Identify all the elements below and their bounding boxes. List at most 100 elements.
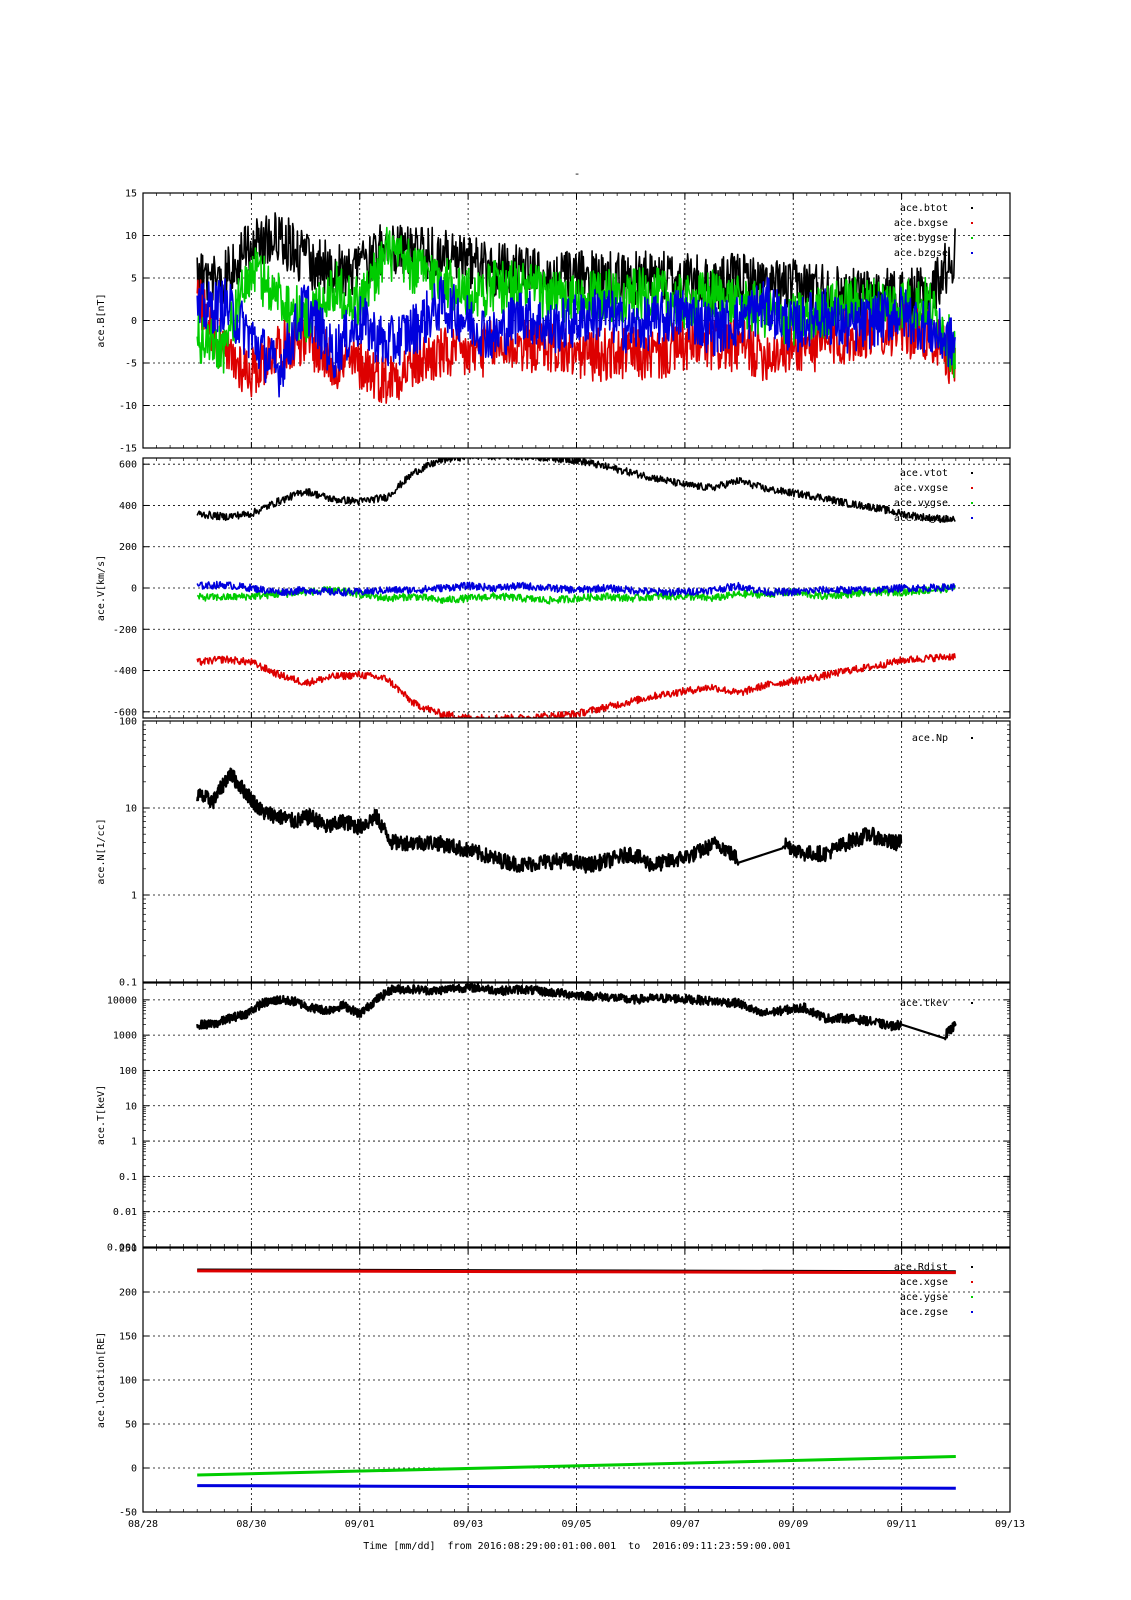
panels: -15-10-5051015ace.B[nT]ace.btotace.bxgse… bbox=[96, 189, 1011, 1519]
legend-label: ace.vxgse bbox=[894, 483, 948, 494]
figure-title: - bbox=[574, 167, 581, 180]
series-line bbox=[197, 1269, 956, 1275]
x-tick-label: 09/03 bbox=[453, 1519, 483, 1530]
series-trace bbox=[196, 276, 956, 398]
panel-4: 0.001 0.01 0.1 1 10 100 1000 10000 ace.T[keV] ace… bbox=[96, 982, 1011, 1254]
plot-frame bbox=[142, 457, 1011, 719]
y-tick-label: 200 bbox=[119, 1288, 137, 1299]
legend-label: ace.tkev bbox=[900, 998, 948, 1009]
legend-label: ace.btot bbox=[900, 203, 948, 214]
legend-marker bbox=[971, 737, 973, 739]
series-ace-vtot bbox=[196, 458, 956, 524]
legend-marker bbox=[971, 502, 973, 504]
series-ace-ygse bbox=[197, 1455, 956, 1477]
y-tick-label: -200 bbox=[113, 625, 137, 636]
y-tick-label: -400 bbox=[113, 666, 137, 677]
legend-marker bbox=[971, 487, 973, 489]
legend-label: ace.vygse bbox=[894, 498, 948, 509]
series-line bbox=[197, 1455, 956, 1477]
series-ace-tkev bbox=[196, 983, 957, 1041]
series-trace bbox=[196, 767, 903, 874]
x-tick-label: 09/01 bbox=[345, 1519, 375, 1530]
series-ace-vxgse bbox=[196, 653, 956, 718]
y-axis-label: ace.T[keV] bbox=[96, 1085, 107, 1145]
x-tick-label: 09/05 bbox=[561, 1519, 591, 1530]
y-axis-label: ace.B[nT] bbox=[96, 293, 107, 347]
y-tick-label: 0.01 bbox=[113, 1207, 137, 1218]
y-tick-label: 250 bbox=[119, 1244, 137, 1255]
y-tick-label: -10 bbox=[119, 401, 137, 412]
y-tick-label: -600 bbox=[113, 707, 137, 718]
legend-label: ace.bxgse bbox=[894, 218, 948, 229]
series-trace bbox=[196, 279, 956, 404]
series-ace-zgse bbox=[197, 1484, 956, 1490]
y-axis-label: ace.N[1/cc] bbox=[96, 818, 107, 884]
plot-frame bbox=[142, 720, 1011, 983]
x-tick-label: 08/30 bbox=[236, 1519, 266, 1530]
data-area bbox=[196, 767, 903, 874]
y-tick-label: 1 bbox=[131, 1137, 137, 1148]
series-ace-xgse bbox=[197, 1269, 956, 1275]
x-tick-label: 08/28 bbox=[128, 1519, 158, 1530]
y-tick-label: 0.1 bbox=[119, 1172, 137, 1183]
panel-3: 0.1 1 10 100 ace.N[1/cc] ace.Np bbox=[96, 717, 1011, 989]
panel-2: -600 -400 -200 0 200 400 600 ace.V[km/s] ace.vto… bbox=[96, 457, 1011, 719]
legend-marker bbox=[971, 1281, 973, 1283]
y-tick-label: 50 bbox=[125, 1420, 137, 1431]
panel-1: -15 -10 -5 0 5 10 15 ace.B[nT] ace.btot ace.bxgse… bbox=[96, 189, 1011, 455]
y-tick-label: -15 bbox=[119, 444, 137, 455]
x-tick-label: 09/11 bbox=[887, 1519, 917, 1530]
y-tick-label: 15 bbox=[125, 189, 137, 200]
legend-label: ace.vzgse bbox=[894, 513, 948, 524]
legend-label: ace.bygse bbox=[894, 233, 948, 244]
legend-label: ace.xgse bbox=[900, 1277, 948, 1288]
legend-marker bbox=[971, 472, 973, 474]
legend-marker bbox=[971, 517, 973, 519]
y-tick-label: 0.1 bbox=[119, 978, 137, 989]
y-tick-label: 400 bbox=[119, 501, 137, 512]
legend-label: ace.vtot bbox=[900, 468, 948, 479]
legend-label: ace.bzgse bbox=[894, 248, 948, 259]
y-tick-label: -5 bbox=[125, 359, 137, 370]
y-tick-label: 5 bbox=[131, 274, 137, 285]
y-axis-label: ace.location[RE] bbox=[96, 1332, 107, 1428]
legend-marker bbox=[971, 237, 973, 239]
y-tick-label: 1 bbox=[131, 891, 137, 902]
y-tick-label: 10 bbox=[125, 231, 137, 242]
legend-label: ace.ygse bbox=[900, 1292, 948, 1303]
y-tick-label: 0.001 bbox=[107, 1243, 137, 1254]
series-line bbox=[197, 1484, 956, 1490]
legend-marker bbox=[971, 222, 973, 224]
legend-label: ace.Np bbox=[912, 733, 948, 744]
y-tick-label: 100 bbox=[119, 717, 137, 728]
legend-marker bbox=[971, 1002, 973, 1004]
y-tick-label: 10000 bbox=[107, 995, 137, 1006]
data-area bbox=[196, 212, 956, 404]
data-area bbox=[197, 1268, 956, 1490]
x-axis-label: Time [mm/dd] from 2016:08:29:00:01:00.00… bbox=[363, 1541, 790, 1552]
y-tick-label: 0 bbox=[131, 316, 137, 327]
series-trace bbox=[196, 983, 957, 1041]
y-tick-label: 600 bbox=[119, 460, 137, 471]
x-axis: 08/28 08/30 09/01 09/03 09/05 09/07 09/09 09/11… bbox=[128, 1519, 1025, 1530]
legend-marker bbox=[971, 1296, 973, 1298]
y-tick-label: -50 bbox=[119, 1508, 137, 1519]
y-tick-label: 200 bbox=[119, 542, 137, 553]
data-area bbox=[196, 458, 956, 718]
series-ace-bxgse bbox=[196, 279, 956, 404]
y-tick-label: 100 bbox=[119, 1376, 137, 1387]
legend-marker bbox=[971, 1311, 973, 1313]
y-tick-label: 10 bbox=[125, 1101, 137, 1112]
legend-marker bbox=[971, 207, 973, 209]
series-ace-bzgse bbox=[196, 276, 956, 398]
y-tick-label: 0 bbox=[131, 1464, 137, 1475]
series-trace bbox=[196, 458, 956, 524]
legend-label: ace.zgse bbox=[900, 1307, 948, 1318]
series-trace bbox=[196, 580, 956, 597]
x-tick-label: 09/07 bbox=[670, 1519, 700, 1530]
y-tick-label: 150 bbox=[119, 1332, 137, 1343]
y-tick-label: 10 bbox=[125, 804, 137, 815]
y-tick-label: 0 bbox=[131, 584, 137, 595]
y-axis-label: ace.V[km/s] bbox=[96, 555, 107, 621]
